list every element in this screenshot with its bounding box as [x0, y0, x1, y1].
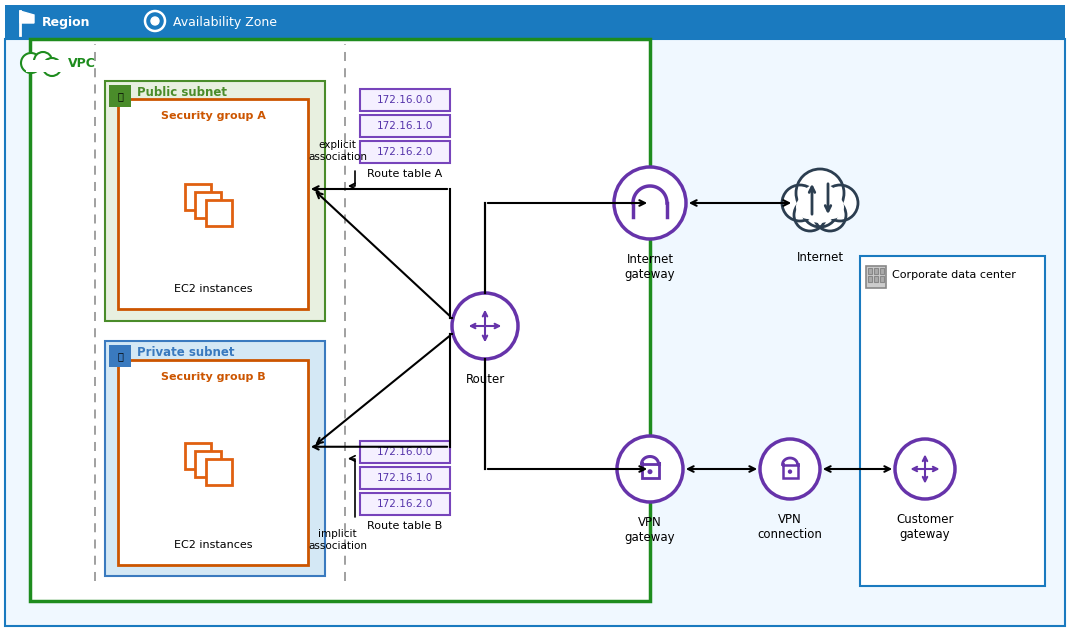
Bar [105, 341, 325, 576]
Bar [782, 464, 797, 478]
Circle shape [814, 199, 846, 231]
Text: VPN
connection: VPN connection [758, 513, 823, 541]
Circle shape [617, 436, 683, 502]
Bar [185, 442, 211, 468]
Circle shape [21, 53, 41, 73]
Bar [880, 276, 884, 282]
Text: Router: Router [465, 373, 505, 386]
Bar [105, 81, 325, 321]
Circle shape [802, 191, 838, 227]
Text: 172.16.0.0: 172.16.0.0 [377, 447, 433, 457]
Bar [360, 467, 450, 489]
Text: Availability Zone: Availability Zone [173, 16, 277, 30]
Bar [860, 256, 1045, 586]
Bar [109, 85, 131, 107]
Text: 172.16.1.0: 172.16.1.0 [377, 473, 433, 483]
Bar [5, 5, 1065, 39]
Bar [118, 99, 308, 309]
Text: 🔒: 🔒 [117, 351, 123, 361]
Bar [360, 493, 450, 515]
Text: Public subnet: Public subnet [137, 86, 227, 99]
Bar [207, 200, 232, 226]
Bar [195, 192, 221, 218]
Circle shape [796, 195, 820, 219]
Circle shape [782, 185, 817, 221]
Text: explicit
association: explicit association [308, 140, 367, 162]
Bar [360, 441, 450, 463]
Text: Route table B: Route table B [367, 521, 443, 531]
Bar [868, 276, 872, 282]
Text: EC2 instances: EC2 instances [173, 540, 253, 550]
Text: Security group B: Security group B [160, 372, 265, 382]
Bar [195, 451, 221, 476]
Text: Corporate data center: Corporate data center [892, 270, 1015, 280]
Bar [26, 60, 64, 72]
Bar [866, 266, 886, 288]
Text: 172.16.2.0: 172.16.2.0 [377, 147, 433, 157]
Bar [880, 268, 884, 274]
Text: 🔒: 🔒 [117, 91, 123, 101]
Text: 172.16.2.0: 172.16.2.0 [377, 499, 433, 509]
Circle shape [788, 469, 792, 474]
Circle shape [796, 169, 844, 217]
Bar [360, 141, 450, 163]
Circle shape [151, 17, 159, 25]
Text: Internet
gateway: Internet gateway [625, 253, 675, 281]
Circle shape [43, 58, 61, 76]
Bar [874, 276, 878, 282]
Text: 172.16.1.0: 172.16.1.0 [377, 121, 433, 131]
Circle shape [760, 439, 820, 499]
Text: implicit
association: implicit association [308, 529, 367, 551]
Circle shape [794, 199, 826, 231]
Circle shape [895, 439, 956, 499]
Bar [118, 360, 308, 565]
Text: Internet: Internet [796, 251, 843, 264]
Text: Region: Region [42, 16, 91, 30]
Circle shape [614, 167, 686, 239]
Bar [642, 464, 658, 478]
Bar [360, 89, 450, 111]
Circle shape [822, 185, 858, 221]
Text: Route table A: Route table A [367, 169, 443, 179]
Text: VPN
gateway: VPN gateway [625, 516, 675, 544]
Bar [207, 459, 232, 485]
Bar [868, 268, 872, 274]
Circle shape [34, 52, 52, 70]
Bar [185, 184, 211, 210]
Circle shape [647, 469, 653, 475]
Text: Security group A: Security group A [160, 111, 265, 121]
Polygon shape [20, 11, 34, 23]
Text: Customer
gateway: Customer gateway [897, 513, 953, 541]
Text: VPC: VPC [68, 57, 96, 70]
Circle shape [452, 293, 518, 359]
Circle shape [820, 195, 844, 219]
Text: 172.16.0.0: 172.16.0.0 [377, 95, 433, 105]
Bar [109, 345, 131, 367]
Text: EC2 instances: EC2 instances [173, 284, 253, 294]
Bar [874, 268, 878, 274]
Circle shape [146, 11, 165, 31]
Bar [30, 39, 649, 601]
Bar [360, 115, 450, 137]
Text: Private subnet: Private subnet [137, 346, 234, 359]
Circle shape [800, 183, 840, 223]
